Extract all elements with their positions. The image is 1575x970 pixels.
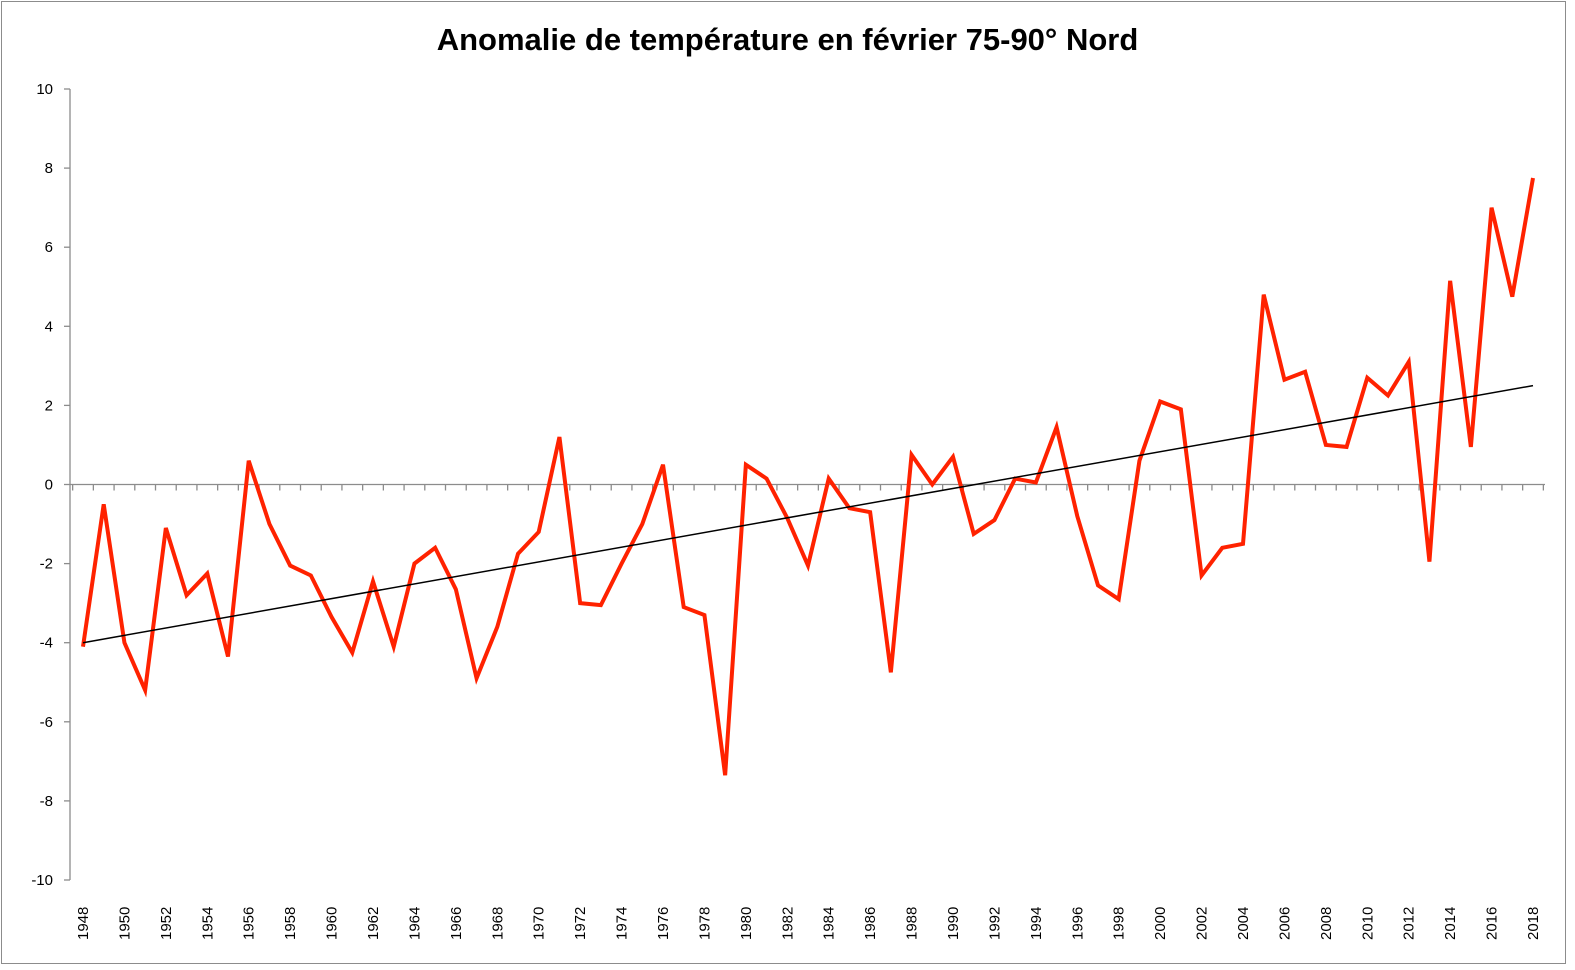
x-tick-label: 1968 xyxy=(489,907,506,940)
x-tick-label: 2016 xyxy=(1484,907,1501,940)
x-tick-label: 2004 xyxy=(1235,907,1252,940)
x-tick-label: 1994 xyxy=(1028,907,1045,940)
y-tick-label: 10 xyxy=(36,81,53,98)
x-tick-label: 1976 xyxy=(655,907,672,940)
x-tick-label: 2006 xyxy=(1276,907,1293,940)
y-tick-label: 0 xyxy=(45,477,53,494)
trend-line xyxy=(82,384,1534,644)
chart-title: Anomalie de température en février 75-90… xyxy=(436,22,1139,57)
x-tick-label: 1964 xyxy=(406,907,423,940)
x-tick-label: 1958 xyxy=(282,907,299,940)
y-tick-label: -4 xyxy=(40,635,53,652)
x-tick-label: 2014 xyxy=(1442,907,1459,940)
series-line xyxy=(81,177,1535,776)
x-tick-label: 1996 xyxy=(1069,907,1086,940)
x-tick-label: 1974 xyxy=(614,907,631,940)
x-tick-label: 1980 xyxy=(738,907,755,940)
x-tick-label: 2010 xyxy=(1359,907,1376,940)
x-tick-label: 1948 xyxy=(75,907,92,940)
x-tick-label: 1978 xyxy=(696,907,713,940)
x-tick-label: 1960 xyxy=(324,907,341,940)
x-tick-label: 1992 xyxy=(986,907,1003,940)
x-tick-label: 1986 xyxy=(862,907,879,940)
x-tick-label: 2002 xyxy=(1194,907,1211,940)
x-tick-label: 1954 xyxy=(199,907,216,940)
x-tick-label: 1962 xyxy=(365,907,382,940)
x-tick-label: 1952 xyxy=(158,907,175,940)
x-tick-label: 1966 xyxy=(448,907,465,940)
x-tick-label: 2018 xyxy=(1525,907,1542,940)
y-tick-label: 2 xyxy=(45,397,53,414)
y-tick-label: -10 xyxy=(31,872,53,889)
x-tick-label: 1998 xyxy=(1111,907,1128,940)
y-tick-label: -2 xyxy=(40,556,53,573)
y-tick-label: 4 xyxy=(45,318,53,335)
y-tick-label: -8 xyxy=(40,793,53,810)
x-tick-label: 1990 xyxy=(945,907,962,940)
x-tick-label: 2012 xyxy=(1401,907,1418,940)
x-tick-label: 1950 xyxy=(116,907,133,940)
y-tick-label: -6 xyxy=(40,714,53,731)
y-tick-label: 6 xyxy=(45,239,53,256)
x-tick-label: 1984 xyxy=(821,907,838,940)
x-tick-label: 1972 xyxy=(572,907,589,940)
x-tick-label: 1988 xyxy=(904,907,921,940)
y-tick-label: 8 xyxy=(45,160,53,177)
x-tick-label: 1970 xyxy=(531,907,548,940)
x-tick-label: 1982 xyxy=(779,907,796,940)
x-tick-label: 2008 xyxy=(1318,907,1335,940)
x-tick-label: 1956 xyxy=(241,907,258,940)
x-tick-label: 2000 xyxy=(1152,907,1169,940)
